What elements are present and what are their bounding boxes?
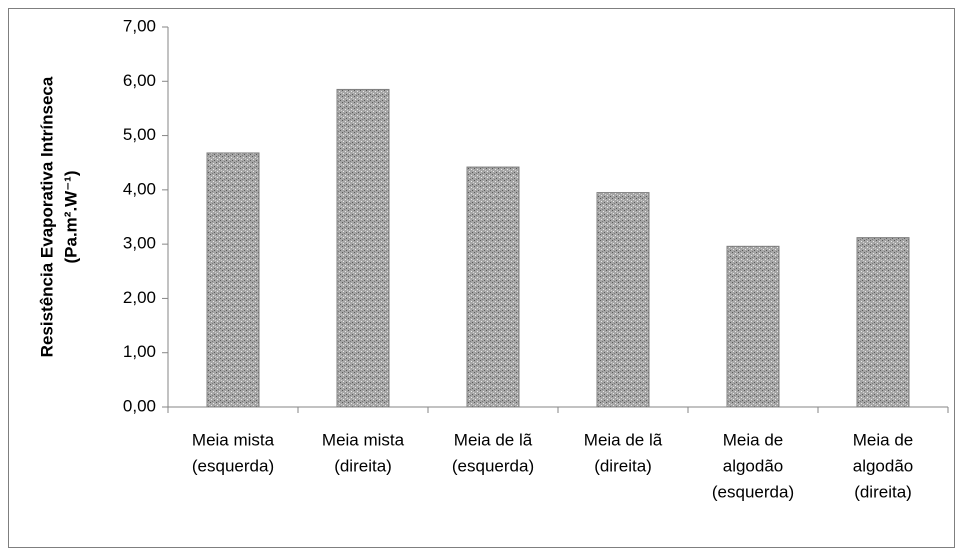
bar bbox=[336, 88, 390, 408]
bar bbox=[206, 152, 260, 408]
x-tick-label: algodão bbox=[853, 456, 914, 475]
y-tick-label: 7,00 bbox=[123, 16, 156, 35]
y-axis-title-line: Resistência Evaporativa Intrínseca bbox=[37, 76, 56, 357]
x-tick-label: (direita) bbox=[334, 456, 392, 475]
x-tick-label: Meia mista bbox=[322, 430, 405, 449]
bar bbox=[856, 237, 910, 408]
bar bbox=[726, 245, 780, 408]
y-tick-label: 4,00 bbox=[123, 179, 156, 198]
x-tick-label: algodão bbox=[723, 456, 784, 475]
bar bbox=[466, 166, 520, 408]
y-axis-title: Resistência Evaporativa Intrínseca (Pa.m… bbox=[37, 76, 80, 357]
x-tick-label: Meia de bbox=[853, 430, 913, 449]
y-tick-label: 2,00 bbox=[123, 288, 156, 307]
x-tick-label: (esquerda) bbox=[712, 482, 794, 501]
x-tick-label: Meia de bbox=[723, 430, 783, 449]
x-tick-label: Meia mista bbox=[192, 430, 275, 449]
y-tick-label: 3,00 bbox=[123, 234, 156, 253]
x-tick-label: (esquerda) bbox=[452, 456, 534, 475]
y-axis-title-line: (Pa.m².W⁻¹) bbox=[61, 170, 80, 263]
x-tick-label: (direita) bbox=[594, 456, 652, 475]
y-tick-label: 1,00 bbox=[123, 342, 156, 361]
y-tick-label: 0,00 bbox=[123, 396, 156, 415]
x-tick-label: Meia de lã bbox=[454, 430, 533, 449]
y-tick-label: 5,00 bbox=[123, 125, 156, 144]
x-tick-label: (esquerda) bbox=[192, 456, 274, 475]
y-tick-label: 6,00 bbox=[123, 71, 156, 90]
x-tick-label: (direita) bbox=[854, 482, 912, 501]
bar bbox=[596, 192, 650, 408]
x-tick-label: Meia de lã bbox=[584, 430, 663, 449]
